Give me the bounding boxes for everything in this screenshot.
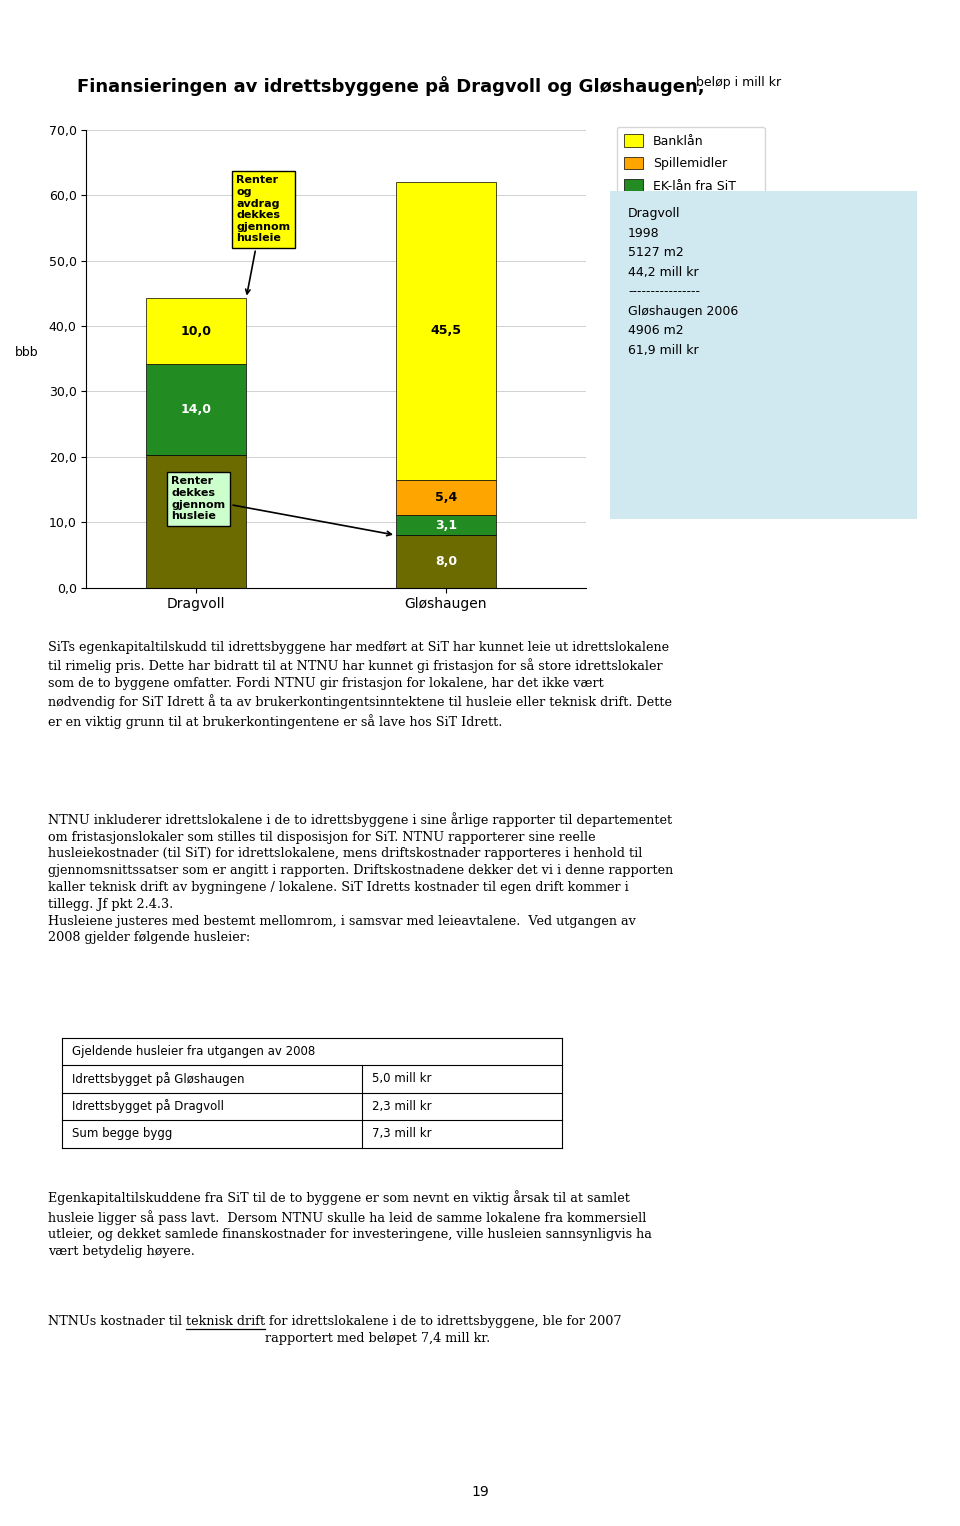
Text: 45,5: 45,5 — [430, 325, 462, 337]
Text: 19: 19 — [471, 1485, 489, 1499]
Bar — [396, 536, 495, 588]
Text: Finansieringen av idrettsbyggene på Dragvoll og Gløshaugen,: Finansieringen av idrettsbyggene på Drag… — [77, 76, 705, 96]
Bar — [146, 363, 246, 455]
Text: teknisk drift: teknisk drift — [186, 1315, 265, 1329]
Bar — [396, 182, 495, 479]
Text: NTNUs kostnader til: NTNUs kostnader til — [48, 1315, 186, 1329]
Bar — [396, 514, 495, 536]
Text: Dragvoll
1998
5127 m2
44,2 mill kr
----------------
Gløshaugen 2006
4906 m2
61,9: Dragvoll 1998 5127 m2 44,2 mill kr -----… — [628, 208, 738, 357]
Text: 20,2: 20,2 — [180, 514, 212, 528]
Text: beløp i mill kr: beløp i mill kr — [696, 76, 781, 90]
Text: Gjeldende husleier fra utgangen av 2008: Gjeldende husleier fra utgangen av 2008 — [72, 1045, 316, 1058]
Text: 5,4: 5,4 — [435, 491, 457, 504]
Text: 5,0 mill kr: 5,0 mill kr — [372, 1073, 431, 1085]
Text: 10,0: 10,0 — [180, 325, 212, 337]
Y-axis label: bbb: bbb — [14, 345, 38, 359]
Text: NTNU inkluderer idrettslokalene i de to idrettsbyggene i sine årlige rapporter t: NTNU inkluderer idrettslokalene i de to … — [48, 812, 673, 945]
Text: Renter
dekkes
gjennom
husleie: Renter dekkes gjennom husleie — [171, 476, 392, 536]
Bar — [396, 479, 495, 514]
Text: 2,3 mill kr: 2,3 mill kr — [372, 1100, 432, 1112]
Text: for idrettslokalene i de to idrettsbyggene, ble for 2007
rapportert med beløpet : for idrettslokalene i de to idrettsbygge… — [265, 1315, 622, 1346]
Text: 14,0: 14,0 — [180, 403, 212, 417]
Text: Sum begge bygg: Sum begge bygg — [72, 1128, 173, 1140]
Text: 8,0: 8,0 — [435, 555, 457, 568]
Text: 7,3 mill kr: 7,3 mill kr — [372, 1128, 432, 1140]
Legend: Banklån, Spillemidler, EK-lån fra SiT, EK-bidrag fra SiT: Banklån, Spillemidler, EK-lån fra SiT, E… — [617, 127, 765, 223]
Text: 3,1: 3,1 — [435, 519, 457, 531]
Text: Renter
og
avdrag
dekkes
gjennom
husleie: Renter og avdrag dekkes gjennom husleie — [236, 175, 290, 295]
Text: Egenkapitaltilskuddene fra SiT til de to byggene er som nevnt en viktig årsak ti: Egenkapitaltilskuddene fra SiT til de to… — [48, 1190, 652, 1257]
Text: SiTs egenkapitaltilskudd til idrettsbyggene har medført at SiT har kunnet leie u: SiTs egenkapitaltilskudd til idrettsbygg… — [48, 641, 672, 729]
Bar — [146, 455, 246, 588]
Bar — [146, 299, 246, 363]
Text: Idrettsbygget på Gløshaugen: Idrettsbygget på Gløshaugen — [72, 1071, 245, 1087]
Text: Idrettsbygget på Dragvoll: Idrettsbygget på Dragvoll — [72, 1099, 225, 1114]
